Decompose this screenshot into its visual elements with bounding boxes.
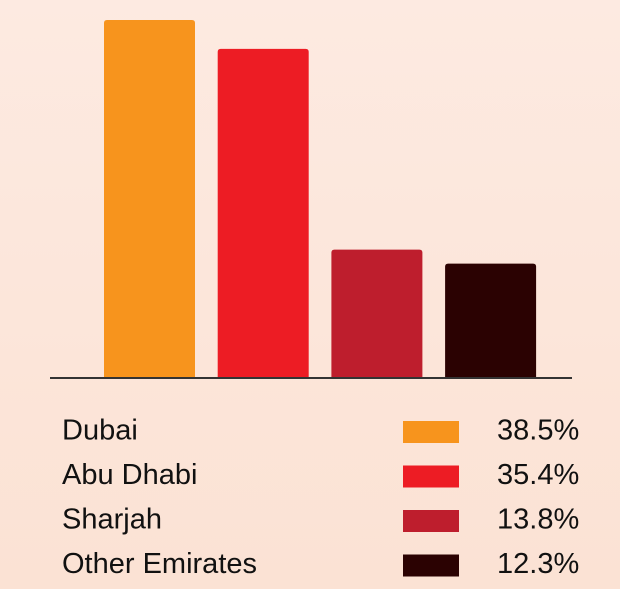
bar: [331, 249, 423, 378]
legend-swatch: [403, 510, 459, 532]
legend-swatch: [403, 465, 459, 488]
bar: [217, 48, 309, 378]
legend-label: Other Emirates: [62, 548, 257, 580]
legend-label: Dubai: [62, 415, 138, 447]
value-label: 12.3%: [497, 548, 579, 580]
bar: [445, 263, 537, 378]
legend-swatch: [403, 554, 459, 577]
value-label: 38.5%: [497, 415, 579, 447]
legend-swatch: [403, 421, 459, 443]
legend-label: Sharjah: [62, 504, 162, 536]
value-label: 13.8%: [497, 504, 579, 536]
bar: [104, 20, 195, 378]
value-label: 35.4%: [497, 459, 579, 491]
legend-label: Abu Dhabi: [62, 459, 197, 491]
